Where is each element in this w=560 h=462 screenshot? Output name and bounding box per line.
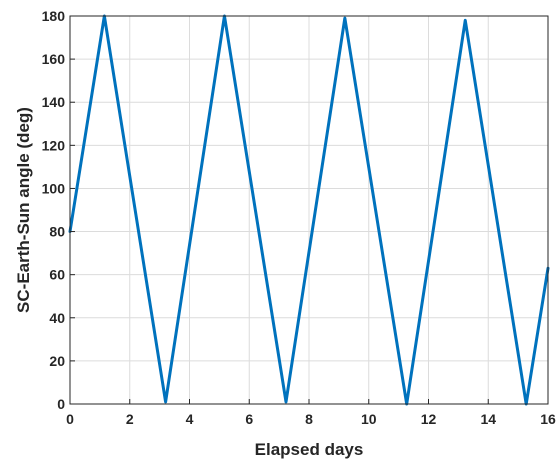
x-tick-label: 14 — [480, 411, 496, 427]
x-tick-label: 12 — [421, 411, 437, 427]
y-tick-label: 80 — [49, 224, 65, 240]
y-tick-label: 40 — [49, 310, 65, 326]
y-tick-label: 0 — [57, 396, 65, 412]
x-tick-label: 8 — [305, 411, 313, 427]
x-tick-label: 6 — [245, 411, 253, 427]
y-tick-label: 160 — [42, 51, 66, 67]
x-tick-label: 4 — [186, 411, 194, 427]
x-tick-label: 10 — [361, 411, 377, 427]
data-point — [164, 401, 167, 403]
y-tick-label: 180 — [42, 8, 66, 24]
y-tick-label: 120 — [42, 137, 66, 153]
y-tick-label: 20 — [49, 353, 65, 369]
y-axis-label: SC-Earth-Sun angle (deg) — [14, 107, 33, 313]
y-tick-label: 140 — [42, 94, 66, 110]
x-tick-label: 16 — [540, 411, 556, 427]
x-tick-label: 2 — [126, 411, 134, 427]
y-tick-label: 60 — [49, 267, 65, 283]
x-tick-label: 0 — [66, 411, 74, 427]
data-point — [285, 401, 287, 403]
data-point — [344, 17, 346, 19]
y-tick-label: 100 — [42, 180, 66, 196]
data-point — [464, 19, 467, 22]
series-line — [68, 14, 550, 406]
x-axis-label: Elapsed days — [255, 440, 364, 459]
